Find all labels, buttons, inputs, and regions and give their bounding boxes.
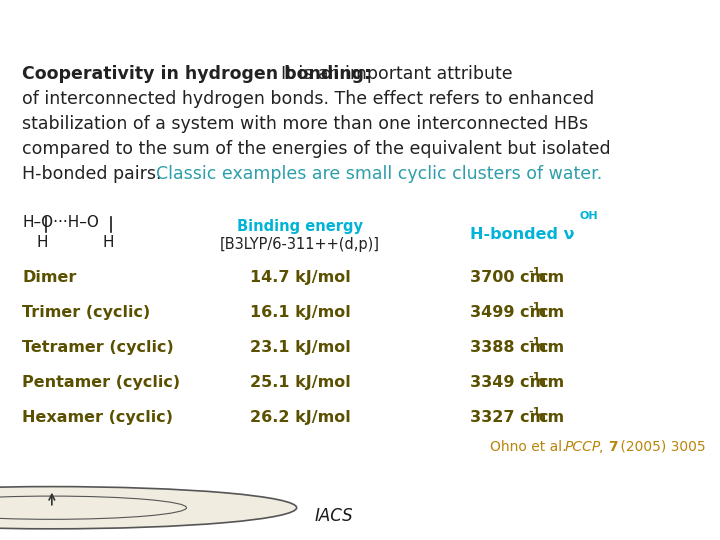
Text: Pentamer (cyclic): Pentamer (cyclic) (22, 375, 180, 390)
Text: cm: cm (538, 410, 564, 425)
Text: -1: -1 (528, 267, 541, 276)
Text: cm: cm (538, 340, 564, 355)
Text: -1: -1 (528, 302, 541, 312)
Text: Classic examples are small cyclic clusters of water.: Classic examples are small cyclic cluste… (145, 165, 602, 183)
Text: -1: -1 (528, 337, 541, 347)
Text: Cooperative effects in H-bonded cyclic clusters of water: Cooperative effects in H-bonded cyclic c… (13, 10, 564, 28)
Text: OH: OH (580, 211, 598, 221)
Text: 3388 cm: 3388 cm (470, 340, 546, 355)
Text: Hexamer (cyclic): Hexamer (cyclic) (22, 410, 173, 425)
Text: Dimer: Dimer (22, 269, 76, 285)
Text: PCCP: PCCP (565, 440, 601, 454)
Text: H–O···H–O: H–O···H–O (22, 215, 99, 230)
Text: H-bonded pairs.: H-bonded pairs. (22, 165, 161, 183)
Text: 23.1 kJ/mol: 23.1 kJ/mol (250, 340, 351, 355)
Text: Ohno et al.: Ohno et al. (490, 440, 571, 454)
Text: compared to the sum of the energies of the equivalent but isolated: compared to the sum of the energies of t… (22, 140, 611, 158)
Text: ,: , (599, 440, 608, 454)
Text: 3700 cm: 3700 cm (470, 269, 546, 285)
Text: H-bonded ν: H-bonded ν (470, 227, 575, 242)
Text: (2005) 3005: (2005) 3005 (616, 440, 706, 454)
Text: H: H (36, 235, 48, 249)
Text: Cooperativity in hydrogen bonding:: Cooperativity in hydrogen bonding: (22, 65, 371, 83)
Text: -1: -1 (528, 372, 541, 382)
Circle shape (0, 487, 297, 529)
Text: Trimer (cyclic): Trimer (cyclic) (22, 305, 150, 320)
Text: It is an important attribute: It is an important attribute (270, 65, 513, 83)
Text: 3327 cm: 3327 cm (470, 410, 546, 425)
Text: 25.1 kJ/mol: 25.1 kJ/mol (250, 375, 351, 390)
Text: 7: 7 (608, 440, 618, 454)
Text: IACS: IACS (315, 508, 354, 525)
Text: 14.7 kJ/mol: 14.7 kJ/mol (250, 269, 351, 285)
Text: 3499 cm: 3499 cm (470, 305, 546, 320)
Text: cm: cm (538, 305, 564, 320)
Text: of interconnected hydrogen bonds. The effect refers to enhanced: of interconnected hydrogen bonds. The ef… (22, 90, 594, 107)
Text: cm: cm (538, 375, 564, 390)
Text: cm: cm (538, 269, 564, 285)
Text: 16.1 kJ/mol: 16.1 kJ/mol (250, 305, 351, 320)
Text: stabilization of a system with more than one interconnected HBs: stabilization of a system with more than… (22, 114, 588, 133)
Text: 3349 cm: 3349 cm (470, 375, 546, 390)
Text: 26.2 kJ/mol: 26.2 kJ/mol (250, 410, 351, 425)
Text: [B3LYP/6-311++(d,p)]: [B3LYP/6-311++(d,p)] (220, 237, 380, 252)
Text: Tetramer (cyclic): Tetramer (cyclic) (22, 340, 174, 355)
Text: Binding energy: Binding energy (237, 219, 363, 234)
Text: -1: -1 (528, 407, 541, 417)
Text: H: H (102, 235, 114, 249)
